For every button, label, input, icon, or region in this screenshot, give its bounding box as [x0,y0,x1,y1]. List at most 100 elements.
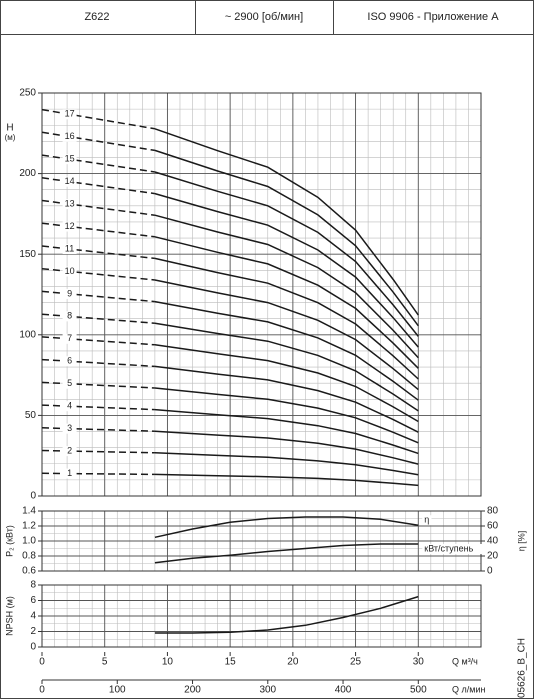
series-line [154,543,419,564]
series-line [154,595,419,634]
label-bg [62,378,77,389]
series-line [41,199,155,216]
series-line [41,427,155,432]
y-tick-label: 8 [30,580,36,591]
label-bg [62,199,77,210]
series-line [154,300,419,401]
series-line [41,472,155,476]
series-label: 12 [65,221,75,231]
series-line [154,214,419,359]
y-axis-label: H [6,123,13,134]
y-tick-label: 0 [30,491,36,502]
y-tick-label: 1.2 [22,521,36,532]
series-line [154,516,419,539]
x-tick-label: 15 [225,657,237,668]
series-line [41,381,155,389]
series-line [41,222,155,238]
series-line [154,171,419,337]
x2-tick-label: 100 [109,685,126,696]
x2-axis-label: Q л/мин [452,684,485,694]
x2-tick-label: 0 [39,685,45,696]
series-label: 11 [65,243,74,253]
series-line [154,149,419,327]
series-line [41,267,155,281]
series-label: 3 [67,423,72,433]
x-tick-label: 25 [350,657,362,668]
label-bg [62,131,77,142]
x2-tick-label: 400 [335,685,352,696]
series-label: 15 [65,154,75,164]
series-label: 4 [67,401,72,411]
series-line [154,279,419,391]
series-line [41,154,156,173]
x-tick-label: 0 [39,657,45,668]
y-tick-label: 150 [19,249,36,260]
series-line [154,344,419,423]
series-line [154,452,419,476]
plot-area [42,93,481,496]
series-line [154,128,419,316]
series-line [41,177,156,195]
y2-axis-label: η [%] [516,531,526,552]
series-line [154,387,419,444]
series-line [154,430,419,465]
y-axis-label: P₂ (кВт) [4,525,14,557]
plot-border [41,510,482,572]
series-line [154,365,419,433]
x-tick-label: 20 [287,657,299,668]
label-bg [62,333,77,344]
y-tick-label: 250 [19,88,36,99]
series-label: 17 [65,109,75,119]
y-tick-label: 1.0 [22,536,36,547]
label-bg [62,154,77,165]
series-label: 1 [67,468,72,478]
drawing-code: 05626_B_CH [517,638,528,698]
y2-tick-label: 40 [487,536,499,547]
x-tick-label: 30 [413,657,425,668]
series-label: 7 [67,333,72,343]
y-tick-label: 0.8 [22,551,36,562]
series-label: 8 [67,311,72,321]
series-line [41,336,155,346]
header-cell: ~ 2900 [об/мин] [225,11,303,23]
y2-tick-label: 60 [487,521,499,532]
y2-tick-label: 0 [487,566,493,577]
label-bg [422,515,432,526]
label-bg [62,468,77,479]
label-bg [62,356,77,367]
series-label: 10 [65,266,75,276]
y-tick-label: 0.6 [22,566,36,577]
y-tick-label: 6 [30,595,36,606]
y2-tick-label: 20 [487,551,499,562]
series-label: 14 [65,176,75,186]
series-label: кВт/ступень [424,543,473,553]
series-line [154,257,419,380]
series-line [41,404,155,411]
series-line [154,322,419,412]
series-label: 13 [65,198,75,208]
label-bg [62,266,77,277]
y-tick-label: 2 [30,626,36,637]
series-line [154,473,419,487]
series-label: 6 [67,356,72,366]
label-bg [62,401,77,412]
series-label: 2 [67,445,72,455]
series-label: 16 [65,131,75,141]
plot-border [41,92,482,497]
series-line [41,245,155,260]
label-bg [62,423,77,434]
label-bg [62,176,77,187]
x2-tick-label: 300 [259,685,276,696]
y-tick-label: 200 [19,168,36,179]
x2-tick-label: 500 [410,685,427,696]
series-line [41,358,155,368]
series-line [41,313,155,324]
y-tick-label: 100 [19,329,36,340]
label-bg [62,109,77,120]
series-line [154,236,419,369]
series-line [154,408,419,455]
series-label: 9 [67,288,72,298]
label-bg [62,311,77,322]
series-line [41,108,156,130]
y-tick-label: 50 [25,410,37,421]
